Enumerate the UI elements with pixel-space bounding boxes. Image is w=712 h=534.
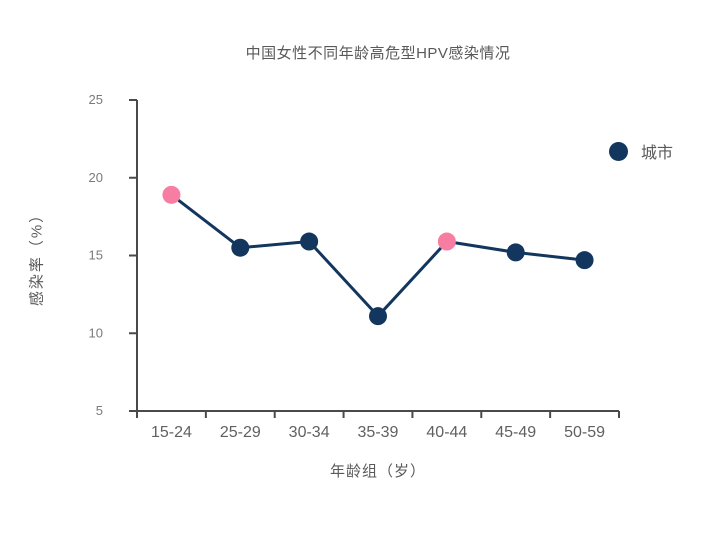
- x-axis-title: 年龄组（岁）: [329, 463, 426, 480]
- data-point: [575, 251, 594, 270]
- x-tick-label: 40-44: [426, 424, 467, 441]
- data-point: [506, 243, 525, 262]
- x-tick-label: 25-29: [220, 424, 261, 441]
- legend-series-label: 城市: [641, 145, 674, 162]
- data-point-highlighted: [162, 185, 181, 204]
- x-tick-label: 35-39: [358, 424, 399, 441]
- x-tick-label: 30-34: [289, 424, 330, 441]
- x-tick-label: 15-24: [151, 424, 192, 441]
- y-tick-label: 25: [89, 92, 103, 107]
- data-point: [231, 238, 250, 257]
- data-point: [300, 232, 319, 251]
- x-tick-label: 50-59: [564, 424, 605, 441]
- y-tick-label: 10: [89, 325, 103, 340]
- data-point-highlighted: [437, 232, 456, 251]
- y-tick-label: 20: [89, 170, 103, 185]
- legend: 城市: [609, 139, 673, 163]
- y-tick-label: 15: [89, 248, 103, 263]
- chart-title: 中国女性不同年龄高危型HPV感染情况: [245, 45, 511, 62]
- x-tick-label: 45-49: [495, 424, 536, 441]
- data-point: [369, 307, 387, 326]
- y-tick-label: 5: [96, 403, 103, 418]
- y-axis-title: 感染率（%）: [28, 205, 46, 307]
- legend-marker-icon: [609, 141, 628, 161]
